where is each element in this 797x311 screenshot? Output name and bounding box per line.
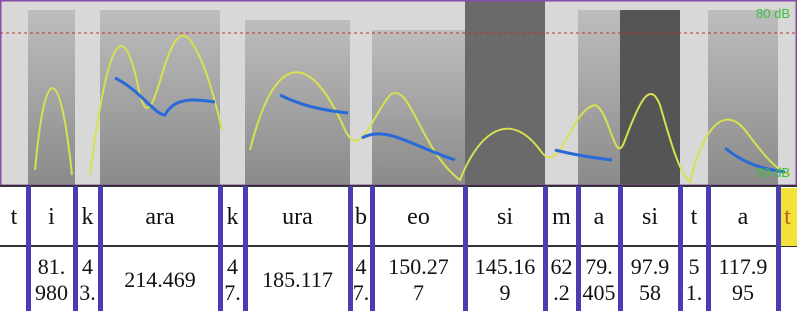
spectrogram: 80 dB 50 dB <box>0 0 797 186</box>
segment-label: i <box>28 188 75 246</box>
boundary <box>463 186 468 311</box>
segment-value: 97.9 58 <box>620 248 680 311</box>
segment-label: a <box>578 188 620 246</box>
segment-label: k <box>75 188 100 246</box>
segment-value: 4 7. <box>350 248 372 311</box>
segment-label: ara <box>100 188 220 246</box>
segment-value: 4 3. <box>75 248 100 311</box>
segment-value: 150.27 7 <box>372 248 465 311</box>
boundary <box>678 186 683 311</box>
boundary <box>543 186 548 311</box>
segment-value: 5 1. <box>680 248 708 311</box>
segment-label: a <box>708 188 778 246</box>
boundary <box>618 186 623 311</box>
segment-label: k <box>220 188 245 246</box>
segment-label: si <box>465 188 545 246</box>
boundary <box>348 186 353 311</box>
top-db-label: 80 dB <box>756 6 790 21</box>
segment-value: 117.9 95 <box>708 248 778 311</box>
segment-label: ura <box>245 188 350 246</box>
segment-value: 62 .2 <box>545 248 578 311</box>
segment-value: 79. 405 <box>578 248 620 311</box>
segment-value: 214.469 <box>100 248 220 311</box>
segment-value: 81. 980 <box>28 248 75 311</box>
segment-label: t <box>680 188 708 246</box>
boundary <box>243 186 248 311</box>
segment-label: t <box>0 188 28 246</box>
segment-label: eo <box>372 188 465 246</box>
boundary <box>26 186 31 311</box>
boundary <box>98 186 103 311</box>
segment-label: b <box>350 188 372 246</box>
segment-value: 185.117 <box>245 248 350 311</box>
boundary <box>576 186 581 311</box>
segment-label: si <box>620 188 680 246</box>
bottom-db-label: 50 dB <box>756 165 790 180</box>
boundary <box>218 186 223 311</box>
segment-label: m <box>545 188 578 246</box>
segment-value: 4 7. <box>220 248 245 311</box>
segment-value: 145.16 9 <box>465 248 545 311</box>
boundary <box>370 186 375 311</box>
boundary <box>706 186 711 311</box>
boundary <box>776 186 781 311</box>
praat-window: {"spectrogram": {"top_label": "80 dB", "… <box>0 0 797 311</box>
boundary <box>73 186 78 311</box>
